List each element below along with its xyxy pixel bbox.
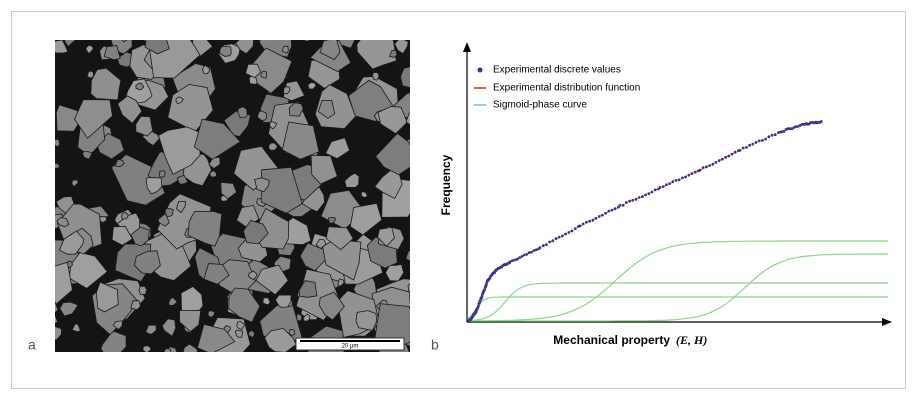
grain (356, 311, 377, 331)
grain (282, 46, 288, 53)
data-point (641, 195, 644, 198)
arrow (463, 42, 471, 52)
data-point (767, 135, 770, 138)
grain (289, 329, 294, 335)
x-axis-symbols: (E, H) (676, 333, 707, 347)
x-axis-label: Mechanical property (553, 333, 670, 347)
grain (121, 212, 128, 219)
micrograph (25, 23, 425, 370)
figure: 20 µm a b Frequency Mechanical property … (0, 0, 917, 400)
sigmoid-curve (468, 297, 888, 318)
grain (170, 353, 176, 359)
grain (74, 352, 83, 360)
data-point (699, 169, 702, 172)
sigmoid-curve (468, 254, 888, 321)
legend-entry: Experimental discrete values (493, 65, 621, 76)
data-point (691, 172, 694, 175)
data-point (535, 248, 538, 251)
scale-bar-label: 20 µm (342, 344, 359, 350)
data-point (528, 251, 531, 254)
schematic-plot: Frequency Mechanical property (E, H) Exp… (439, 42, 892, 347)
legend-entry: Experimental distribution function (493, 83, 640, 94)
data-point (516, 258, 519, 261)
panel-label: b (431, 337, 439, 353)
page: 20 µm a b Frequency Mechanical property … (0, 0, 917, 400)
grain (164, 349, 171, 355)
grain (53, 139, 60, 147)
legend-marker (478, 68, 483, 73)
data-point (647, 192, 650, 195)
grain (220, 46, 232, 56)
y-axis-label: Frequency (439, 154, 453, 215)
distribution-curve (469, 122, 822, 321)
grain (165, 209, 173, 217)
grain (238, 107, 247, 118)
sigmoid-curve (468, 283, 888, 321)
panel-label: a (28, 337, 36, 353)
data-point (748, 144, 751, 147)
data-point (509, 260, 512, 263)
data-point (628, 200, 631, 203)
data-point (755, 141, 758, 144)
data-point (761, 139, 764, 142)
grain (45, 327, 54, 337)
data-point (774, 133, 777, 136)
data-point (622, 204, 625, 207)
data-point (521, 255, 524, 258)
grain (160, 171, 166, 178)
grain (401, 65, 426, 89)
arrow (882, 318, 892, 326)
grain (235, 330, 242, 337)
legend-entry: Sigmoid-phase curve (493, 100, 587, 111)
data-point (635, 198, 638, 201)
data-point (742, 147, 745, 150)
grain (139, 286, 147, 295)
data-point (654, 189, 657, 192)
data-point (564, 233, 567, 236)
grain (47, 244, 53, 250)
